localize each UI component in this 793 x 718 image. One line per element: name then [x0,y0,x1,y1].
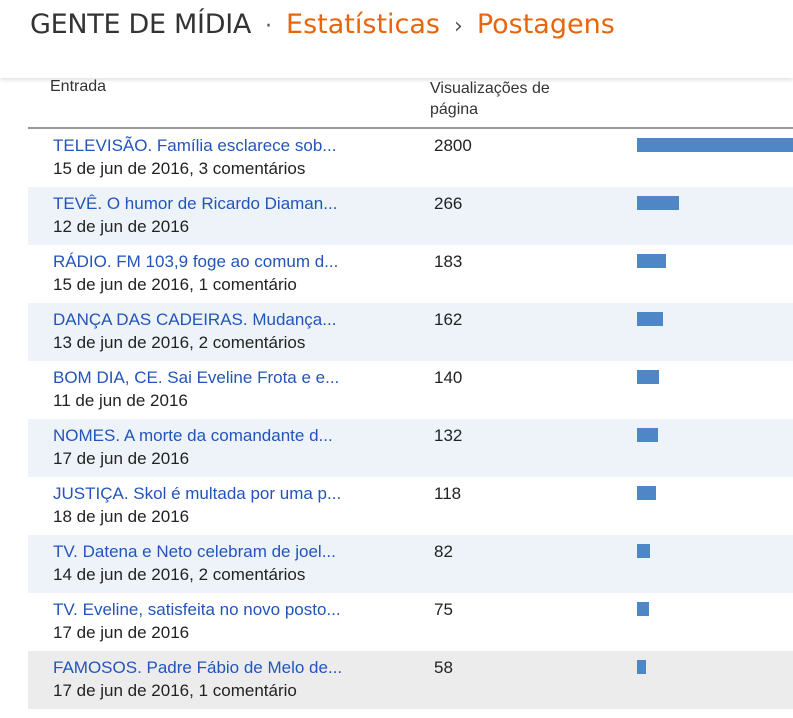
post-meta: 11 de jun de 2016 [53,391,188,410]
pageview-count: 82 [434,542,453,561]
post-meta: 17 de jun de 2016 [53,449,190,468]
post-meta: 18 de jun de 2016 [53,507,190,526]
page-title: Postagens [476,9,615,40]
pageview-count: 140 [434,368,463,387]
post-meta: 12 de jun de 2016 [53,217,190,236]
pageview-bar [637,312,663,326]
breadcrumb-dot-separator: · [265,14,273,39]
post-title-link[interactable]: RÁDIO. FM 103,9 foge ao comum d... [53,252,339,271]
pageview-bar [637,428,658,442]
pageview-bar [637,370,659,384]
post-title-link[interactable]: DANÇA DAS CADEIRAS. Mudança... [53,310,337,329]
post-title-link[interactable]: TV. Datena e Neto celebram de joel... [53,542,336,561]
column-header-views: Visualizações de página [430,80,550,118]
post-meta: 15 de jun de 2016, 3 comentários [53,159,306,178]
pageview-bar [637,196,679,210]
pageview-count: 58 [434,658,453,677]
column-header-entry: Entrada [50,78,107,95]
post-title-link[interactable]: TV. Eveline, satisfeita no novo posto... [53,600,341,619]
post-meta: 15 de jun de 2016, 1 comentário [53,275,297,294]
table-row: BOM DIA, CE. Sai Eveline Frota e e... 11 … [28,361,793,419]
table-row: TV. Eveline, satisfeita no novo posto...… [28,593,793,651]
posts-table: TELEVISÃO. Família esclarece sob... 15 de… [28,129,793,709]
post-meta: 17 de jun de 2016 [53,623,190,642]
blog-name[interactable]: GENTE DE MÍDIA [30,9,252,40]
post-title-link[interactable]: BOM DIA, CE. Sai Eveline Frota e e... [53,368,340,387]
post-meta: 13 de jun de 2016, 2 comentários [53,333,306,352]
pageview-bar [637,602,649,616]
post-meta: 14 de jun de 2016, 2 comentários [53,565,306,584]
chevron-right-icon: › [454,14,463,39]
pageview-bar [637,138,793,152]
pageview-count: 183 [434,252,463,271]
pageview-count: 162 [434,310,463,329]
pageview-bar [637,486,656,500]
post-title-link[interactable]: NOMES. A morte da comandante d... [53,426,333,445]
table-row: TV. Datena e Neto celebram de joel... 14 … [28,535,793,593]
pageview-bar [637,544,650,558]
post-title-link[interactable]: TELEVISÃO. Família esclarece sob... [53,136,337,155]
post-title-link[interactable]: FAMOSOS. Padre Fábio de Melo de... [53,658,343,677]
breadcrumb: GENTE DE MÍDIA · Estatísticas › Postagens [30,9,615,40]
table-header: Entrada Visualizações de página [28,78,793,129]
post-meta: 17 de jun de 2016, 1 comentário [53,681,297,700]
post-title-link[interactable]: TEVÊ. O humor de Ricardo Diaman... [53,194,338,213]
breadcrumb-statistics[interactable]: Estatísticas [286,9,440,40]
pageview-count: 75 [434,600,453,619]
table-row: TEVÊ. O humor de Ricardo Diaman... 12 de … [28,187,793,245]
post-title-link[interactable]: JUSTIÇA. Skol é multada por uma p... [53,484,342,503]
pageview-bar [637,660,646,674]
pageview-count: 266 [434,194,463,213]
header-bar: GENTE DE MÍDIA · Estatísticas › Postagens [0,0,793,78]
table-row: FAMOSOS. Padre Fábio de Melo de... 17 de … [28,651,793,709]
pageview-count: 132 [434,426,463,445]
table-row: DANÇA DAS CADEIRAS. Mudança... 13 de jun … [28,303,793,361]
table-row: RÁDIO. FM 103,9 foge ao comum d... 15 de … [28,245,793,303]
table-row: NOMES. A morte da comandante d... 17 de j… [28,419,793,477]
table-row: JUSTIÇA. Skol é multada por uma p... 18 d… [28,477,793,535]
table-row: TELEVISÃO. Família esclarece sob... 15 de… [28,129,793,187]
pageview-count: 2800 [434,136,472,155]
pageview-bar [637,254,666,268]
pageview-count: 118 [434,484,462,503]
